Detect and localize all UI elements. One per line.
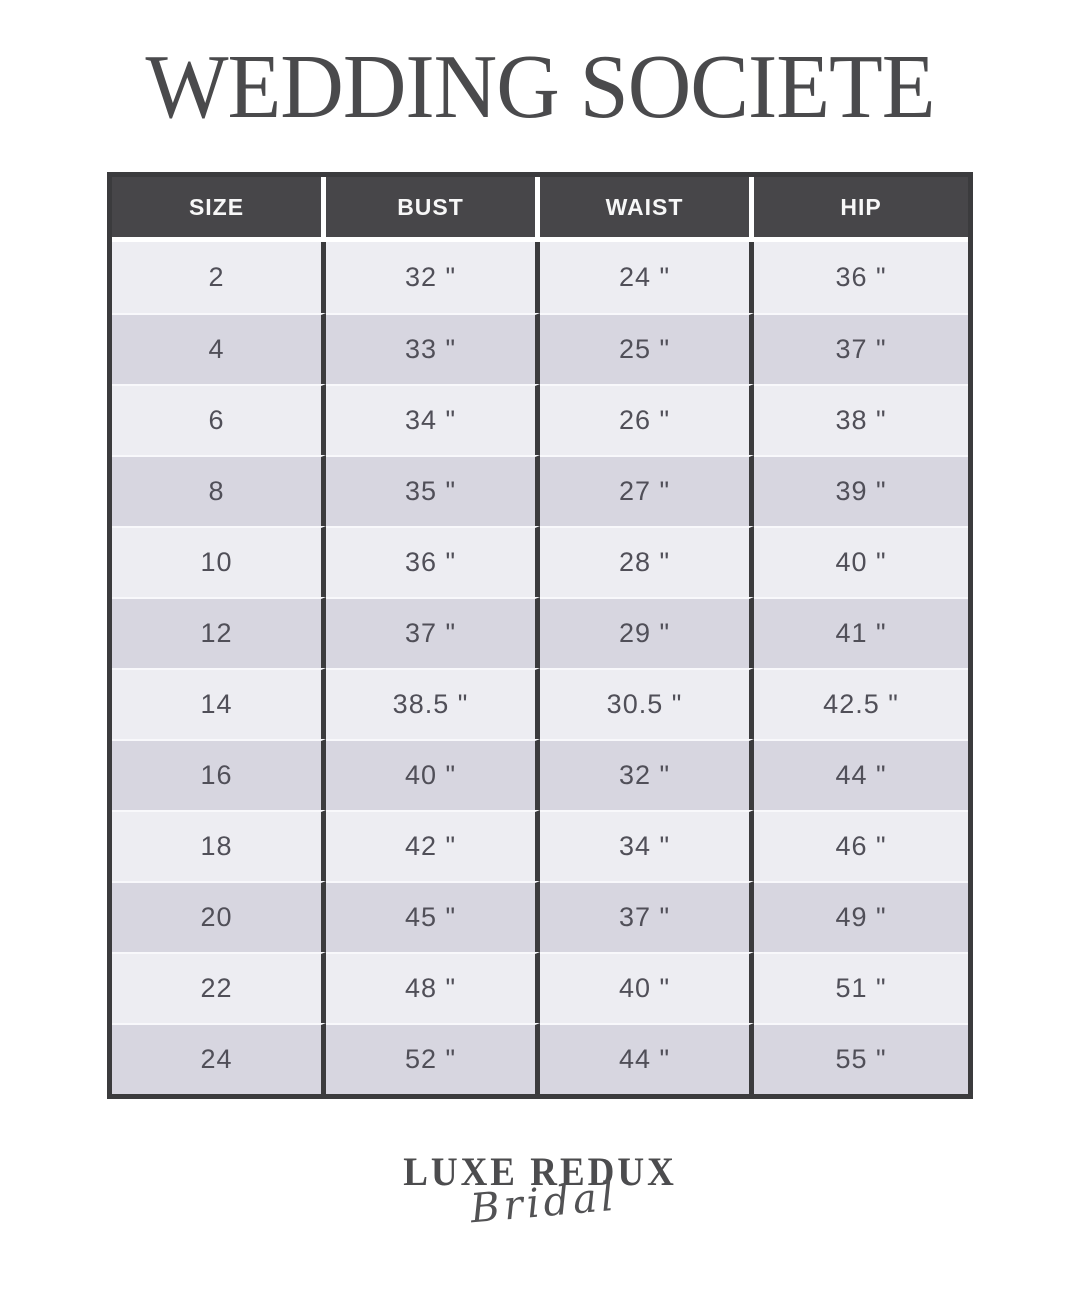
bust-cell: 40 "	[326, 739, 540, 811]
waist-cell: 37 "	[540, 881, 754, 953]
bust-cell: 34 "	[326, 384, 540, 456]
size-cell: 18	[112, 810, 326, 882]
hip-cell: 42.5 "	[754, 668, 968, 740]
waist-cell: 32 "	[540, 739, 754, 811]
logo-wordmark: LUXE REDUX	[403, 1150, 677, 1196]
size-cell: 10	[112, 526, 326, 598]
waist-cell: 26 "	[540, 384, 754, 456]
size-cell: 14	[112, 668, 326, 740]
bust-cell: 48 "	[326, 952, 540, 1024]
size-cell: 24	[112, 1023, 326, 1095]
bust-cell: 35 "	[326, 455, 540, 527]
size-chart-table: SIZE BUST WAIST HIP 2 32 " 24 " 36 " 4 33 " 25…	[107, 172, 973, 1100]
size-cell: 16	[112, 739, 326, 811]
waist-cell: 44 "	[540, 1023, 754, 1095]
size-cell: 22	[112, 952, 326, 1024]
size-cell: 12	[112, 597, 326, 669]
size-cell: 6	[112, 384, 326, 456]
hip-cell: 44 "	[754, 739, 968, 811]
bust-cell: 52 "	[326, 1023, 540, 1095]
bust-cell: 36 "	[326, 526, 540, 598]
waist-cell: 24 "	[540, 242, 754, 314]
waist-cell: 29 "	[540, 597, 754, 669]
waist-cell: 25 "	[540, 313, 754, 385]
hip-cell: 46 "	[754, 810, 968, 882]
brand-logo: LUXE REDUX Bridal	[0, 1150, 1080, 1233]
waist-cell: 28 "	[540, 526, 754, 598]
hip-cell: 37 "	[754, 313, 968, 385]
waist-cell: 30.5 "	[540, 668, 754, 740]
bust-cell: 42 "	[326, 810, 540, 882]
hip-cell: 41 "	[754, 597, 968, 669]
page-title: WEDDING SOCIETE	[145, 37, 935, 138]
hip-cell: 40 "	[754, 526, 968, 598]
size-cell: 4	[112, 313, 326, 385]
hip-cell: 55 "	[754, 1023, 968, 1095]
bust-cell: 33 "	[326, 313, 540, 385]
hip-cell: 38 "	[754, 384, 968, 456]
column-header-bust: BUST	[326, 177, 540, 243]
hip-cell: 36 "	[754, 242, 968, 314]
size-cell: 20	[112, 881, 326, 953]
hip-cell: 39 "	[754, 455, 968, 527]
column-header-hip: HIP	[754, 177, 968, 243]
size-cell: 2	[112, 242, 326, 314]
column-header-size: SIZE	[112, 177, 326, 243]
waist-cell: 27 "	[540, 455, 754, 527]
bust-cell: 45 "	[326, 881, 540, 953]
bust-cell: 38.5 "	[326, 668, 540, 740]
waist-cell: 34 "	[540, 810, 754, 882]
hip-cell: 49 "	[754, 881, 968, 953]
size-cell: 8	[112, 455, 326, 527]
size-chart-grid: SIZE BUST WAIST HIP 2 32 " 24 " 36 " 4 33 " 25…	[112, 177, 968, 1095]
hip-cell: 51 "	[754, 952, 968, 1024]
bust-cell: 37 "	[326, 597, 540, 669]
bust-cell: 32 "	[326, 242, 540, 314]
waist-cell: 40 "	[540, 952, 754, 1024]
column-header-waist: WAIST	[540, 177, 754, 243]
